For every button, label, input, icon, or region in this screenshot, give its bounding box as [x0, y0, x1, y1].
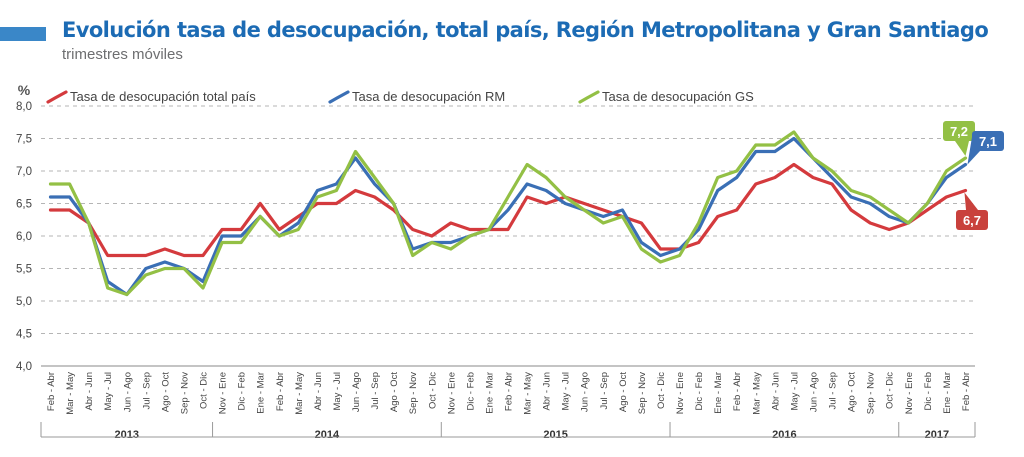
y-tick-label: 5,0 — [16, 296, 32, 308]
end-value-callout: 7,2 — [943, 121, 975, 156]
x-tick-label: Jul - Sep — [370, 372, 381, 410]
x-tick-label: Nov - Ene — [904, 372, 915, 414]
legend-label: Tasa de desocupación RM — [352, 89, 505, 104]
end-value-callout: 6,7 — [956, 192, 988, 230]
year-label: 2013 — [115, 429, 139, 441]
x-tick-label: Mar - May — [523, 372, 534, 415]
end-value-callout: 7,1 — [967, 131, 1004, 165]
x-tick-label: May - Jul — [789, 372, 800, 411]
x-tick-label: Nov - Ene — [218, 372, 229, 414]
year-label: 2014 — [315, 429, 340, 441]
x-tick-label: Ago - Oct — [160, 372, 171, 412]
series-line — [48, 130, 968, 297]
x-tick-label: Ago - Oct — [389, 372, 400, 412]
callout-pointer — [967, 137, 980, 165]
end-value-label: 7,2 — [950, 124, 968, 139]
legend-swatch — [328, 90, 350, 104]
end-value-label: 7,1 — [979, 134, 997, 149]
callout-box — [972, 131, 1004, 151]
y-tick-label: 8,0 — [16, 101, 32, 113]
x-tick-label: Abr - Jun — [542, 372, 553, 411]
legend-label: Tasa de desocupación GS — [602, 89, 754, 104]
x-tick-label: Jul - Sep — [141, 372, 152, 410]
x-tick-label: Ene - Mar — [484, 372, 495, 414]
x-tick-label: Sep - Nov — [637, 372, 648, 414]
x-tick-label: May - Jul — [332, 372, 343, 411]
y-tick-label: 5,5 — [16, 264, 32, 276]
x-tick-label: Oct - Dic — [427, 372, 438, 409]
callout-box — [956, 210, 988, 230]
year-label: 2017 — [925, 429, 949, 441]
x-tick-label: Feb - Abr — [961, 372, 972, 411]
x-tick-label: Dic - Feb — [694, 372, 705, 411]
x-tick-label: Ene - Mar — [713, 372, 724, 414]
chart-subtitle: trimestres móviles — [62, 46, 183, 63]
x-tick-label: Jun - Ago — [351, 372, 362, 412]
x-tick-label: Oct - Dic — [885, 372, 896, 409]
legend-swatch — [46, 90, 68, 104]
x-tick-label: Jun - Ago — [808, 372, 819, 412]
x-tick-label: Sep - Nov — [408, 372, 419, 414]
callout-pointer — [964, 192, 978, 210]
x-tick-label: Abr - Jun — [770, 372, 781, 411]
x-tick-label: Feb - Abr — [732, 372, 743, 411]
y-tick-label: 4,5 — [16, 329, 32, 341]
x-tick-label: Ago - Oct — [618, 372, 629, 412]
x-tick-label: Feb - Abr — [504, 372, 515, 411]
x-tick-label: Jun - Ago — [122, 372, 133, 412]
y-tick-label: 7,5 — [16, 134, 32, 146]
x-tick-label: Feb - Abr — [46, 372, 57, 411]
x-tick-label: Abr - Jun — [313, 372, 324, 411]
x-tick-label: Jun - Ago — [580, 372, 591, 412]
legend-label: Tasa de desocupación total país — [70, 89, 256, 104]
x-tick-label: Nov - Ene — [675, 372, 686, 414]
x-tick-label: Ene - Mar — [942, 372, 953, 414]
chart-title: Evolución tasa de desocupación, total pa… — [62, 18, 989, 42]
x-tick-label: Ago - Oct — [847, 372, 858, 412]
end-value-label: 6,7 — [963, 213, 981, 228]
year-label: 2016 — [772, 429, 796, 441]
x-tick-label: Dic - Feb — [237, 372, 248, 411]
x-tick-label: Nov - Ene — [446, 372, 457, 414]
y-tick-label: 7,0 — [16, 166, 32, 178]
legend-swatch — [578, 90, 600, 104]
x-tick-label: Ene - Mar — [256, 372, 267, 414]
year-label: 2015 — [543, 429, 567, 441]
x-tick-label: Mar - May — [65, 372, 76, 415]
x-tick-label: May - Jul — [561, 372, 572, 411]
x-tick-label: May - Jul — [103, 372, 114, 411]
x-tick-label: Dic - Feb — [923, 372, 934, 411]
x-tick-label: Jul - Sep — [599, 372, 610, 410]
series-line — [48, 162, 968, 258]
y-tick-label: 6,0 — [16, 231, 32, 243]
x-tick-label: Sep - Nov — [866, 372, 877, 414]
x-tick-label: Mar - May — [294, 372, 305, 415]
x-tick-label: Oct - Dic — [656, 372, 667, 409]
x-tick-label: Feb - Abr — [275, 372, 286, 411]
x-tick-label: Abr - Jun — [84, 372, 95, 411]
x-tick-label: Oct - Dic — [199, 372, 210, 409]
x-tick-label: Jul - Sep — [828, 372, 839, 410]
title-accent-bar — [0, 27, 46, 41]
y-axis-unit-label: % — [18, 82, 31, 98]
x-tick-label: Sep - Nov — [179, 372, 190, 414]
y-tick-label: 6,5 — [16, 199, 32, 211]
x-tick-label: Dic - Feb — [465, 372, 476, 411]
callout-box — [943, 121, 975, 141]
x-tick-label: Mar - May — [751, 372, 762, 415]
y-tick-label: 4,0 — [16, 361, 32, 373]
callout-pointer — [955, 141, 969, 156]
